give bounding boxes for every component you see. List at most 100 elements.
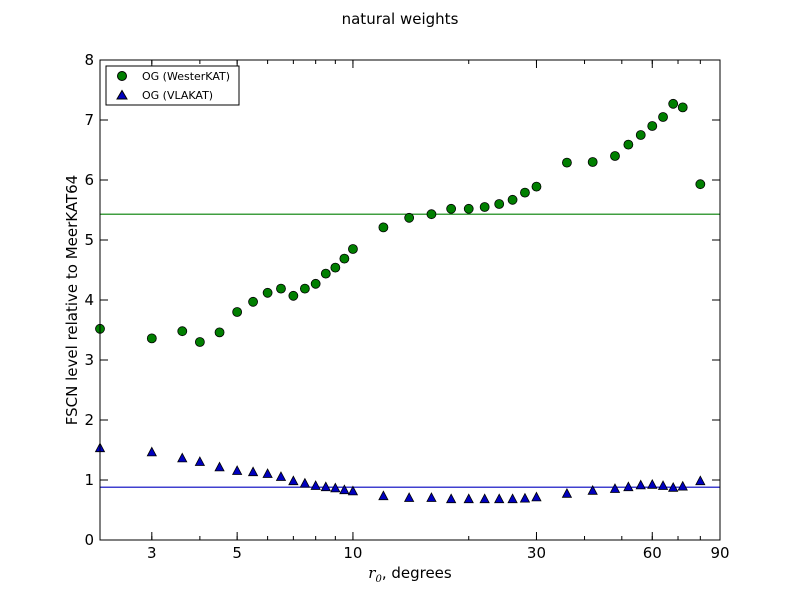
data-point-vlakat	[677, 480, 688, 491]
data-point-westerkat	[288, 290, 299, 301]
data-point-westerkat	[647, 121, 658, 131]
data-point-vlakat	[657, 480, 669, 490]
data-point-vlakat	[330, 482, 341, 493]
data-point-westerkat	[310, 278, 321, 289]
data-point-westerkat	[194, 337, 205, 347]
y-tick-label: 5	[84, 231, 94, 249]
data-point-vlakat	[320, 481, 331, 492]
data-point-vlakat	[299, 477, 311, 488]
data-point-westerkat	[299, 283, 310, 294]
data-point-westerkat	[695, 179, 706, 190]
y-tick-label: 6	[84, 171, 94, 189]
data-point-vlakat	[561, 487, 573, 498]
data-point-vlakat	[587, 484, 598, 495]
data-point-westerkat	[479, 202, 490, 212]
data-point-vlakat	[609, 483, 621, 493]
data-point-vlakat	[479, 493, 490, 504]
data-point-vlakat	[695, 475, 706, 486]
data-point-westerkat	[348, 244, 358, 254]
data-point-vlakat	[347, 485, 359, 496]
plot-area	[100, 60, 720, 540]
y-axis-ticks: 0 1 2 3 4 5 6 7 8	[84, 51, 720, 549]
data-point-westerkat	[330, 262, 341, 273]
data-point-vlakat	[494, 493, 505, 504]
data-point-westerkat	[146, 333, 157, 344]
data-markers	[94, 98, 706, 504]
data-point-vlakat	[531, 491, 542, 502]
data-point-vlakat	[519, 492, 531, 503]
x-axis-label-variable: r	[368, 564, 376, 582]
data-point-westerkat	[463, 203, 474, 214]
data-point-westerkat	[339, 253, 350, 264]
legend-label-westerkat: OG (WesterKAT)	[142, 70, 230, 83]
data-point-vlakat	[146, 446, 157, 457]
y-tick-label: 1	[84, 471, 94, 489]
data-point-vlakat	[247, 466, 259, 477]
data-point-vlakat	[507, 493, 518, 504]
legend-box	[105, 65, 240, 106]
data-point-vlakat	[275, 471, 287, 481]
data-point-vlakat	[339, 484, 350, 495]
x-axis-ticks: 3 5 10 30 60 90	[147, 60, 730, 562]
x-tick-label: 10	[343, 544, 362, 562]
data-point-vlakat	[426, 492, 437, 502]
x-axis-label-rest: , degrees	[382, 564, 452, 582]
y-tick-label: 2	[84, 411, 94, 429]
legend-marker-vlakat	[116, 89, 128, 100]
data-point-vlakat	[378, 490, 389, 501]
data-point-vlakat	[647, 478, 658, 489]
data-point-westerkat	[520, 187, 530, 198]
legend-label-vlakat: OG (VLAKAT)	[142, 89, 213, 102]
y-tick-label: 0	[84, 531, 94, 549]
data-point-vlakat	[310, 480, 321, 490]
x-tick-label: 3	[147, 544, 157, 562]
x-axis-label-subscript: 0	[375, 574, 382, 585]
data-point-westerkat	[262, 287, 273, 298]
data-point-vlakat	[403, 492, 415, 502]
x-tick-label: 5	[232, 544, 242, 562]
data-point-vlakat	[231, 465, 243, 475]
data-point-vlakat	[668, 481, 679, 492]
data-point-westerkat	[562, 157, 572, 168]
data-point-westerkat	[320, 268, 331, 279]
legend-marker-westerkat	[117, 71, 127, 81]
data-point-westerkat	[404, 212, 415, 223]
data-point-vlakat	[635, 479, 646, 490]
data-point-westerkat	[446, 203, 457, 214]
data-point-westerkat	[494, 199, 505, 209]
data-point-westerkat	[177, 326, 188, 337]
legend: OG (WesterKAT) OG (VLAKAT)	[105, 65, 240, 106]
x-axis-label: r0, degrees	[368, 564, 452, 585]
y-tick-label: 4	[84, 291, 94, 309]
chart-title: natural weights	[342, 10, 459, 28]
data-point-westerkat	[587, 157, 598, 167]
data-point-vlakat	[445, 493, 457, 504]
data-point-westerkat	[668, 98, 679, 109]
data-point-vlakat	[177, 452, 188, 463]
data-point-westerkat	[610, 151, 620, 161]
data-point-vlakat	[214, 461, 225, 472]
x-tick-label: 60	[643, 544, 662, 562]
data-point-westerkat	[507, 194, 518, 205]
data-point-westerkat	[531, 181, 542, 192]
data-point-westerkat	[232, 307, 243, 317]
y-tick-label: 7	[84, 111, 94, 129]
data-point-westerkat	[378, 222, 389, 233]
y-tick-label: 8	[84, 51, 94, 69]
data-point-vlakat	[463, 493, 474, 504]
x-tick-label: 90	[710, 544, 729, 562]
y-axis-label: FSCN level relative to MeerKAT64	[63, 175, 81, 425]
data-point-vlakat	[194, 456, 206, 466]
data-point-westerkat	[623, 139, 634, 150]
data-point-vlakat	[288, 475, 299, 486]
axes-background	[100, 60, 720, 540]
data-point-westerkat	[214, 327, 225, 338]
y-tick-label: 3	[84, 351, 94, 369]
data-point-westerkat	[677, 102, 688, 113]
data-point-westerkat	[635, 130, 646, 140]
data-point-westerkat	[426, 209, 437, 220]
x-tick-label: 30	[527, 544, 546, 562]
data-point-westerkat	[248, 296, 258, 307]
data-point-vlakat	[262, 468, 273, 478]
